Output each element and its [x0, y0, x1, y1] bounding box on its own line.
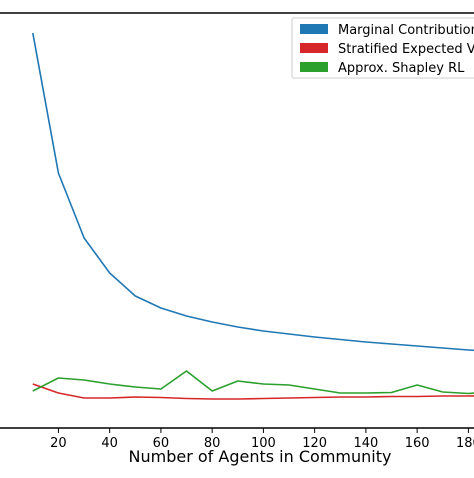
legend-box [291, 17, 474, 79]
x-tick-label: 120 [302, 436, 327, 451]
series-line-0 [32, 32, 474, 352]
legend: Marginal Contribution Stratified Expected… [291, 17, 474, 79]
plot-frame [0, 12, 474, 429]
legend-entries: Marginal Contribution Stratified Expected… [300, 23, 474, 76]
x-tick-label: 100 [251, 436, 276, 451]
legend-label-2: Approx. Shapley RL [338, 61, 465, 76]
x-tick-label: 140 [353, 436, 378, 451]
legend-swatch-1 [300, 43, 328, 53]
x-tick-label: 20 [50, 436, 67, 451]
legend-swatch-2 [300, 62, 328, 72]
x-axis-ticks: 20 40 60 80 100 120 140 160 180 [50, 428, 474, 451]
x-tick-label: 160 [405, 436, 430, 451]
series-layer [32, 32, 474, 400]
x-tick-label: 40 [101, 436, 118, 451]
x-tick-label: 60 [153, 436, 170, 451]
x-axis-label: Number of Agents in Community [129, 447, 392, 466]
series-line-2 [32, 370, 474, 395]
x-tick-label: 80 [204, 436, 221, 451]
series-line-1 [32, 383, 474, 400]
legend-label-0: Marginal Contribution [338, 23, 474, 38]
legend-swatch-0 [300, 24, 328, 34]
x-tick-label: 180 [456, 436, 474, 451]
legend-label-1: Stratified Expected V [338, 42, 474, 57]
